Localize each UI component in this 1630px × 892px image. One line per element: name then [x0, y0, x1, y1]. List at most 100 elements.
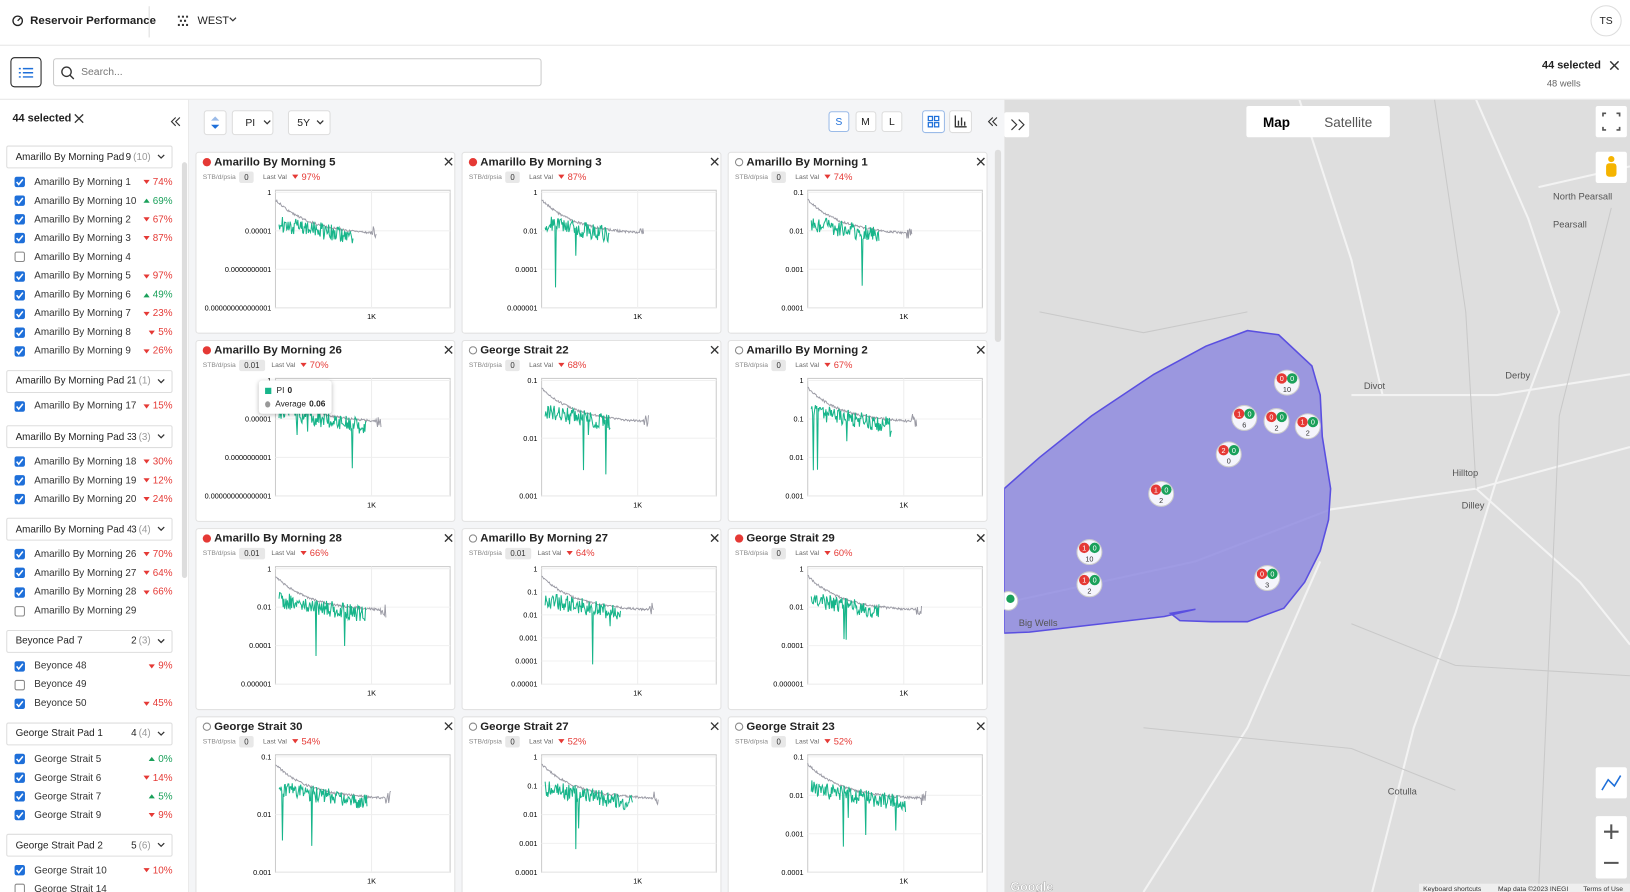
map-footer-link[interactable]: Keyboard shortcuts	[1423, 886, 1482, 892]
checkbox[interactable]	[14, 810, 25, 821]
close-card[interactable]	[444, 722, 453, 731]
well-cluster[interactable]: 1 06	[1231, 404, 1258, 431]
close-card[interactable]	[710, 533, 719, 543]
checkbox[interactable]	[14, 884, 25, 892]
trend-arrow	[143, 459, 150, 464]
checkbox[interactable]	[14, 679, 25, 691]
well-change: 26%	[143, 346, 173, 357]
clear-button[interactable]	[74, 113, 84, 124]
y-tick-label: 1	[267, 188, 271, 197]
well-cluster[interactable]: 1 02	[1148, 480, 1175, 507]
group-header[interactable]: George Strait Pad 2 5 (6)	[6, 834, 173, 858]
card-title: Amarillo By Morning 28	[214, 532, 342, 545]
size-button[interactable]: L	[881, 111, 903, 133]
size-button[interactable]: S	[828, 111, 850, 133]
sort-button[interactable]	[203, 110, 227, 136]
grid-view[interactable]	[922, 110, 945, 134]
well-cluster[interactable]: 1 02	[1076, 571, 1103, 598]
group-header[interactable]: George Strait Pad 1 4 (4)	[6, 722, 173, 746]
well-cluster[interactable]: 0 02	[1263, 408, 1290, 435]
checkbox[interactable]	[14, 401, 25, 412]
well-cluster[interactable]: 0 0 10	[1273, 369, 1300, 396]
checkbox[interactable]	[14, 214, 25, 225]
checkbox[interactable]	[14, 660, 25, 672]
metric-select[interactable]: PI	[231, 110, 274, 136]
group-items: Beyonce 48 9% Beyonce 49 Beyonce 50 45%	[6, 653, 173, 714]
zoom-in[interactable]	[1604, 824, 1619, 839]
place-label: North Pearsall	[1553, 192, 1612, 202]
checkbox[interactable]	[14, 327, 25, 338]
checkbox[interactable]	[14, 475, 25, 486]
close-card[interactable]	[976, 533, 985, 543]
map-footer-link[interactable]: Terms of Use	[1583, 886, 1623, 892]
close-card[interactable]	[444, 533, 453, 543]
map-type-option[interactable]: Map	[1263, 115, 1290, 130]
group-header[interactable]: Amarillo By Morning Pad 1 9 (10)	[6, 145, 173, 169]
y-tick-label: 0.000000000000001	[205, 492, 272, 501]
close-card[interactable]	[710, 722, 719, 731]
checkbox[interactable]	[14, 791, 25, 802]
checkbox[interactable]	[14, 456, 25, 467]
close-card[interactable]	[976, 722, 985, 731]
fullscreen-button[interactable]	[1595, 106, 1627, 138]
well-cluster[interactable]: 0 03	[1254, 565, 1281, 592]
group-header[interactable]: Amarillo By Morning Pad 4 3 (4)	[6, 518, 173, 541]
checkbox[interactable]	[14, 176, 25, 188]
green-count: 0	[1232, 446, 1236, 455]
clear-selection[interactable]	[1609, 60, 1620, 71]
range-select[interactable]: 5Y	[287, 110, 331, 136]
close-card[interactable]	[976, 345, 985, 354]
group-header[interactable]: Amarillo By Morning Pad 2 1 (1)	[6, 370, 173, 393]
map-type-option[interactable]: Satellite	[1324, 115, 1372, 130]
size-button[interactable]: M	[855, 111, 876, 133]
checkbox[interactable]	[14, 605, 25, 617]
plot-area	[807, 377, 983, 497]
collapse-sidebar[interactable]	[170, 116, 181, 127]
close-card[interactable]	[710, 157, 719, 166]
close-card[interactable]	[444, 345, 453, 354]
tooltip-row: Average 0.06	[265, 397, 325, 411]
close-card[interactable]	[444, 157, 453, 166]
red-count-dot	[1297, 416, 1308, 428]
trend-arrow	[143, 404, 150, 409]
checkbox[interactable]	[14, 233, 25, 244]
check-icon	[16, 496, 24, 504]
list-toggle[interactable]	[10, 57, 42, 88]
trend-arrow	[148, 756, 156, 762]
checkbox[interactable]	[14, 252, 25, 263]
close-card[interactable]	[976, 157, 985, 166]
chart-tooltip: PI 0 Average 0.06	[258, 380, 332, 414]
checkbox[interactable]	[14, 346, 25, 357]
collapse-cards[interactable]	[987, 116, 998, 127]
search-box[interactable]: Search...	[53, 58, 542, 87]
well-cluster[interactable]: 1 02	[1294, 413, 1321, 440]
fullscreen-icon	[1602, 112, 1621, 131]
checkbox[interactable]	[14, 549, 25, 560]
green-count: 0	[1270, 569, 1274, 578]
group-header[interactable]: Amarillo By Morning Pad 3 3 (3)	[6, 425, 173, 449]
checkbox[interactable]	[14, 308, 25, 319]
checkbox[interactable]	[14, 494, 25, 505]
green-count: 0	[1093, 576, 1097, 585]
checkbox[interactable]	[14, 753, 25, 765]
checkbox[interactable]	[14, 195, 25, 206]
well-cluster[interactable]: 1 010	[1076, 539, 1103, 566]
close-card[interactable]	[710, 345, 719, 354]
avatar[interactable]: TS	[1590, 5, 1622, 37]
check-mark	[16, 329, 24, 337]
checkbox[interactable]	[14, 586, 25, 598]
checkbox[interactable]	[14, 568, 25, 579]
group-header[interactable]: Beyonce Pad 7 2 (3)	[6, 629, 173, 653]
well-cluster[interactable]: 2 00	[1215, 441, 1242, 468]
checkbox[interactable]	[14, 289, 25, 301]
well-name: Amarillo By Morning 4	[34, 251, 131, 263]
checkbox[interactable]	[14, 865, 25, 876]
checkbox[interactable]	[14, 772, 25, 783]
checkbox[interactable]	[14, 270, 25, 282]
checkbox[interactable]	[14, 698, 25, 709]
chart-view[interactable]	[949, 110, 972, 134]
map[interactable]: North Pearsall Pearsall Divot Derby Hilltop D…	[1004, 99, 1630, 892]
map-footer-link[interactable]: Map data ©2023 INEGI	[1498, 885, 1568, 892]
region-select[interactable]: WEST	[197, 14, 230, 28]
